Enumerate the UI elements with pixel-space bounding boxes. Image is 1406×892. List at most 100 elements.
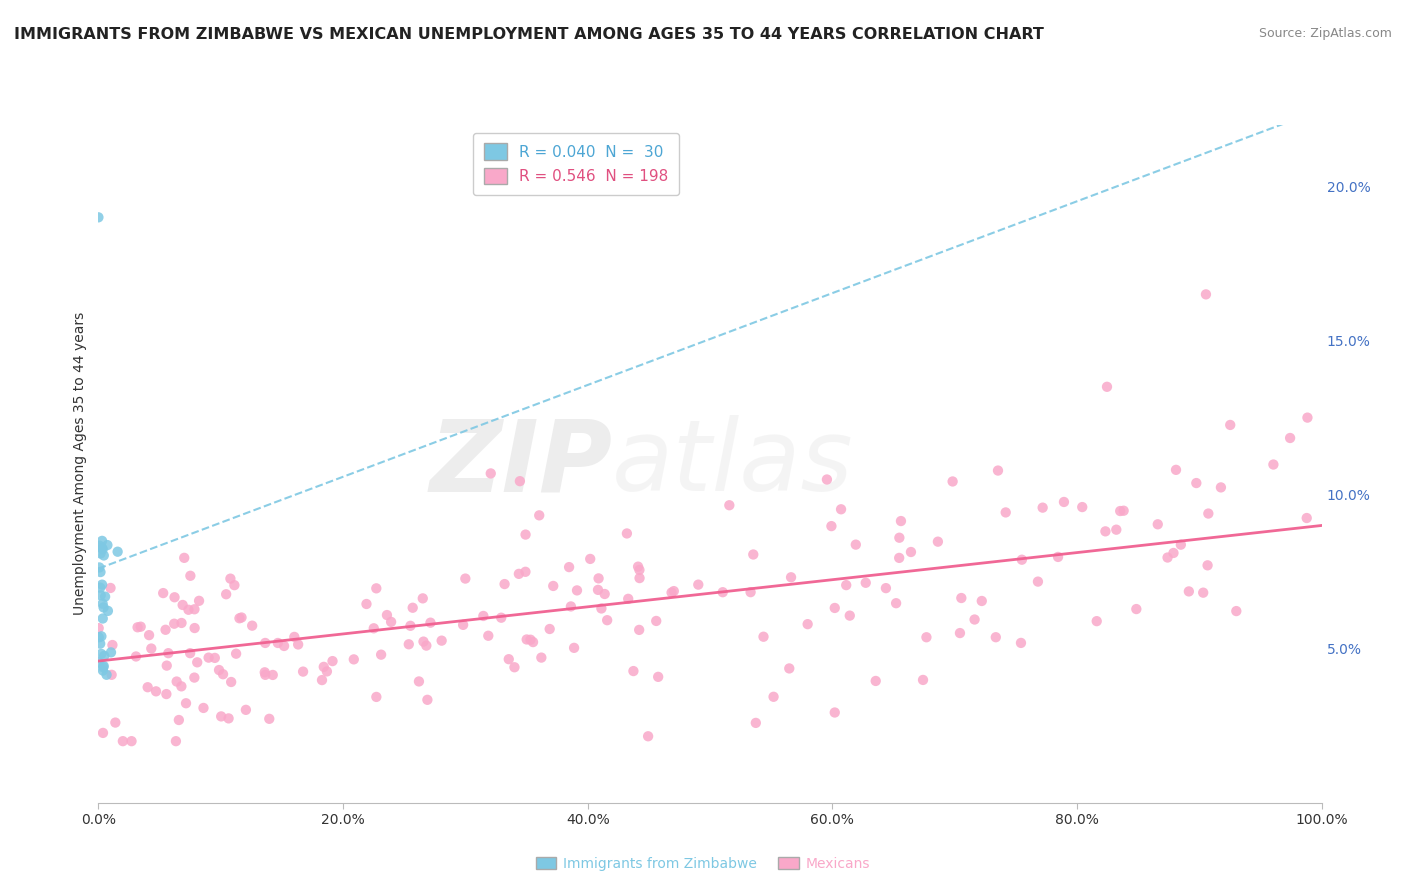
- Point: [911, 673, 934, 687]
- Text: atlas: atlas: [612, 416, 853, 512]
- Point: [416, 693, 439, 707]
- Point: [627, 559, 650, 574]
- Point: [762, 690, 785, 704]
- Point: [145, 684, 167, 698]
- Point: [718, 498, 741, 512]
- Point: [402, 600, 425, 615]
- Point: [363, 621, 385, 635]
- Point: [890, 514, 912, 528]
- Point: [516, 632, 538, 647]
- Point: [93, 648, 115, 663]
- Point: [1296, 410, 1319, 425]
- Point: [188, 594, 211, 608]
- Point: [412, 591, 434, 606]
- Point: [915, 630, 938, 644]
- Point: [179, 568, 201, 582]
- Point: [157, 646, 180, 660]
- Point: [950, 591, 973, 605]
- Point: [1279, 431, 1302, 445]
- Point: [593, 587, 616, 601]
- Point: [688, 577, 710, 591]
- Point: [173, 550, 195, 565]
- Point: [1095, 380, 1118, 394]
- Point: [316, 665, 339, 679]
- Point: [375, 608, 398, 623]
- Point: [212, 667, 235, 681]
- Point: [167, 713, 190, 727]
- Point: [129, 620, 152, 634]
- Point: [366, 690, 388, 704]
- Point: [419, 615, 441, 630]
- Y-axis label: Unemployment Among Ages 35 to 44 years: Unemployment Among Ages 35 to 44 years: [73, 312, 87, 615]
- Point: [820, 519, 842, 533]
- Point: [884, 596, 907, 610]
- Point: [1047, 549, 1070, 564]
- Point: [1197, 558, 1219, 573]
- Point: [538, 622, 561, 636]
- Point: [218, 711, 240, 725]
- Point: [91, 664, 114, 678]
- Point: [170, 679, 193, 693]
- Point: [815, 473, 838, 487]
- Point: [1011, 552, 1033, 566]
- Point: [1209, 480, 1232, 494]
- Point: [1178, 584, 1201, 599]
- Point: [740, 585, 762, 599]
- Point: [1053, 495, 1076, 509]
- Point: [1192, 585, 1215, 599]
- Point: [96, 538, 118, 552]
- Point: [343, 652, 366, 666]
- Point: [942, 475, 965, 489]
- Point: [89, 581, 111, 595]
- Point: [155, 687, 177, 701]
- Point: [89, 539, 111, 553]
- Point: [183, 602, 205, 616]
- Point: [477, 629, 499, 643]
- Point: [780, 570, 803, 584]
- Point: [1109, 504, 1132, 518]
- Point: [240, 618, 263, 632]
- Point: [121, 734, 143, 748]
- Point: [1197, 507, 1219, 521]
- Point: [100, 668, 122, 682]
- Point: [197, 650, 219, 665]
- Point: [91, 541, 114, 555]
- Point: [87, 621, 110, 635]
- Point: [166, 674, 188, 689]
- Point: [93, 549, 115, 563]
- Point: [311, 673, 333, 687]
- Point: [370, 648, 392, 662]
- Point: [91, 660, 114, 674]
- Point: [529, 508, 551, 523]
- Point: [900, 545, 922, 559]
- Point: [1195, 287, 1218, 301]
- Point: [91, 611, 114, 625]
- Point: [273, 639, 295, 653]
- Point: [87, 656, 110, 670]
- Point: [745, 715, 768, 730]
- Point: [89, 637, 111, 651]
- Point: [1105, 523, 1128, 537]
- Point: [96, 667, 118, 681]
- Point: [366, 582, 388, 596]
- Point: [661, 585, 683, 599]
- Point: [163, 616, 186, 631]
- Point: [515, 565, 537, 579]
- Text: IMMIGRANTS FROM ZIMBABWE VS MEXICAN UNEMPLOYMENT AMONG AGES 35 TO 44 YEARS CORRE: IMMIGRANTS FROM ZIMBABWE VS MEXICAN UNEM…: [14, 27, 1043, 42]
- Point: [645, 614, 668, 628]
- Point: [1125, 602, 1147, 616]
- Point: [399, 619, 422, 633]
- Point: [87, 630, 110, 644]
- Point: [509, 474, 531, 488]
- Point: [90, 647, 112, 661]
- Point: [1156, 550, 1178, 565]
- Point: [231, 610, 253, 624]
- Point: [91, 726, 114, 740]
- Point: [183, 671, 205, 685]
- Point: [1163, 546, 1185, 560]
- Point: [519, 632, 541, 647]
- Point: [588, 571, 610, 585]
- Point: [100, 645, 122, 659]
- Point: [312, 660, 335, 674]
- Point: [91, 597, 114, 611]
